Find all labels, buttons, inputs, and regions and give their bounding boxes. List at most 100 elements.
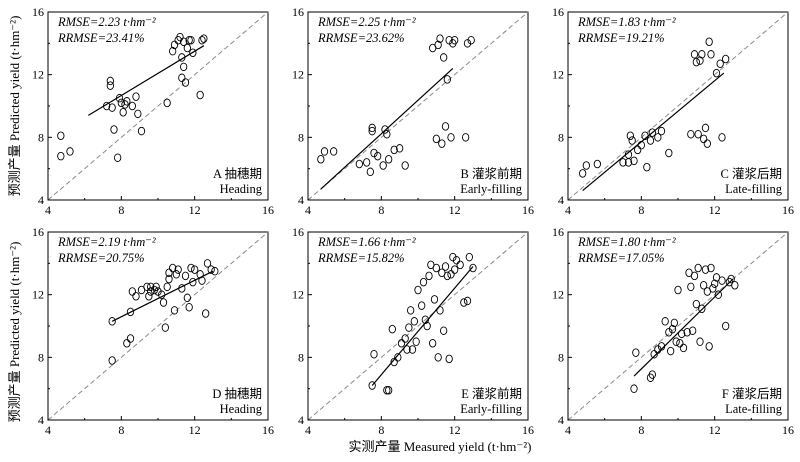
data-point	[183, 293, 191, 303]
data-point	[443, 75, 451, 84]
data-point	[172, 270, 180, 279]
data-point	[117, 98, 125, 108]
data-point	[718, 133, 726, 142]
panel-label-cn: E 灌浆前期	[461, 386, 522, 401]
data-point	[418, 301, 426, 310]
y-tick-label: 4	[558, 413, 564, 427]
data-point	[115, 93, 124, 103]
y-tick-label: 8	[298, 130, 304, 144]
data-point	[401, 161, 409, 170]
data-point	[106, 76, 114, 86]
data-point	[711, 279, 719, 288]
data-point	[441, 262, 450, 271]
panel-label-cn: D 抽穗期	[212, 387, 262, 401]
data-point	[451, 35, 459, 45]
x-tick-label: 8	[118, 203, 124, 217]
data-point	[405, 323, 413, 332]
data-point	[363, 158, 371, 167]
data-point	[123, 97, 131, 106]
data-point	[394, 353, 402, 362]
y-tick-label: 12	[32, 68, 44, 82]
data-point	[145, 291, 153, 301]
data-point	[463, 39, 472, 48]
x-tick-label: 12	[709, 203, 721, 217]
data-point	[128, 101, 136, 111]
data-point	[643, 162, 651, 172]
y-tick-label: 4	[298, 193, 304, 207]
x-tick-label: 4	[305, 203, 311, 217]
x-tick-label: 8	[638, 423, 644, 437]
data-point	[132, 92, 140, 101]
data-point	[396, 144, 404, 153]
data-point	[178, 73, 186, 83]
data-point	[128, 287, 136, 296]
data-point	[630, 384, 638, 393]
data-point	[187, 263, 195, 273]
rmse-annotation: RMSE=2.19 t·hm⁻²	[57, 235, 156, 249]
data-point	[385, 385, 393, 395]
data-point	[143, 282, 151, 292]
panel-label-en: Late-filling	[725, 182, 783, 196]
data-point	[397, 338, 406, 348]
data-point	[665, 328, 673, 337]
data-point	[132, 291, 140, 301]
data-point	[390, 357, 398, 367]
data-point	[637, 140, 645, 150]
data-point	[163, 98, 171, 108]
data-point	[687, 282, 695, 292]
data-point	[165, 268, 173, 277]
one-to-one-line	[307, 11, 529, 201]
data-point	[385, 155, 393, 164]
data-point	[196, 90, 204, 100]
data-point	[403, 345, 411, 354]
data-point	[189, 48, 197, 57]
data-point	[463, 296, 472, 306]
x-tick-label: 16	[262, 203, 274, 217]
data-point	[452, 255, 461, 265]
data-point	[451, 265, 459, 274]
data-point	[630, 156, 638, 166]
data-point	[712, 68, 721, 78]
data-point	[694, 129, 702, 139]
data-point	[707, 50, 715, 59]
data-point	[628, 136, 636, 145]
data-point	[366, 167, 374, 177]
data-point	[443, 271, 451, 281]
data-point	[678, 329, 686, 339]
y-axis-label-top: 预测产量 Predicted yield (t·hm⁻²)	[7, 16, 22, 197]
data-point	[370, 349, 378, 359]
data-point	[582, 161, 590, 170]
data-point	[679, 343, 688, 353]
x-tick-label: 12	[189, 423, 201, 437]
panel-label-cn: C 灌浆后期	[721, 166, 782, 181]
panel-label-cn: B 灌浆前期	[461, 166, 522, 181]
data-point	[383, 385, 391, 395]
x-tick-label: 4	[565, 203, 571, 217]
data-point	[690, 271, 699, 281]
data-point	[202, 309, 210, 318]
data-point	[161, 323, 169, 332]
data-point	[390, 145, 398, 155]
data-point	[579, 169, 587, 178]
data-point	[722, 54, 730, 64]
data-point	[667, 346, 675, 356]
data-point	[187, 35, 195, 45]
data-point	[465, 252, 473, 262]
data-point	[447, 270, 455, 279]
y-tick-label: 16	[32, 225, 44, 239]
data-point	[401, 334, 409, 343]
data-point	[430, 295, 439, 304]
y-tick-label: 4	[38, 413, 44, 427]
data-point	[170, 306, 179, 315]
data-point	[460, 298, 468, 307]
data-point	[180, 62, 188, 72]
data-point	[170, 40, 179, 50]
one-to-one-line	[567, 11, 789, 201]
x-tick-label: 12	[449, 203, 461, 217]
x-tick-label: 8	[118, 423, 124, 437]
data-point	[196, 270, 204, 279]
data-point	[698, 304, 706, 314]
data-point	[165, 274, 173, 284]
data-point	[447, 133, 455, 142]
